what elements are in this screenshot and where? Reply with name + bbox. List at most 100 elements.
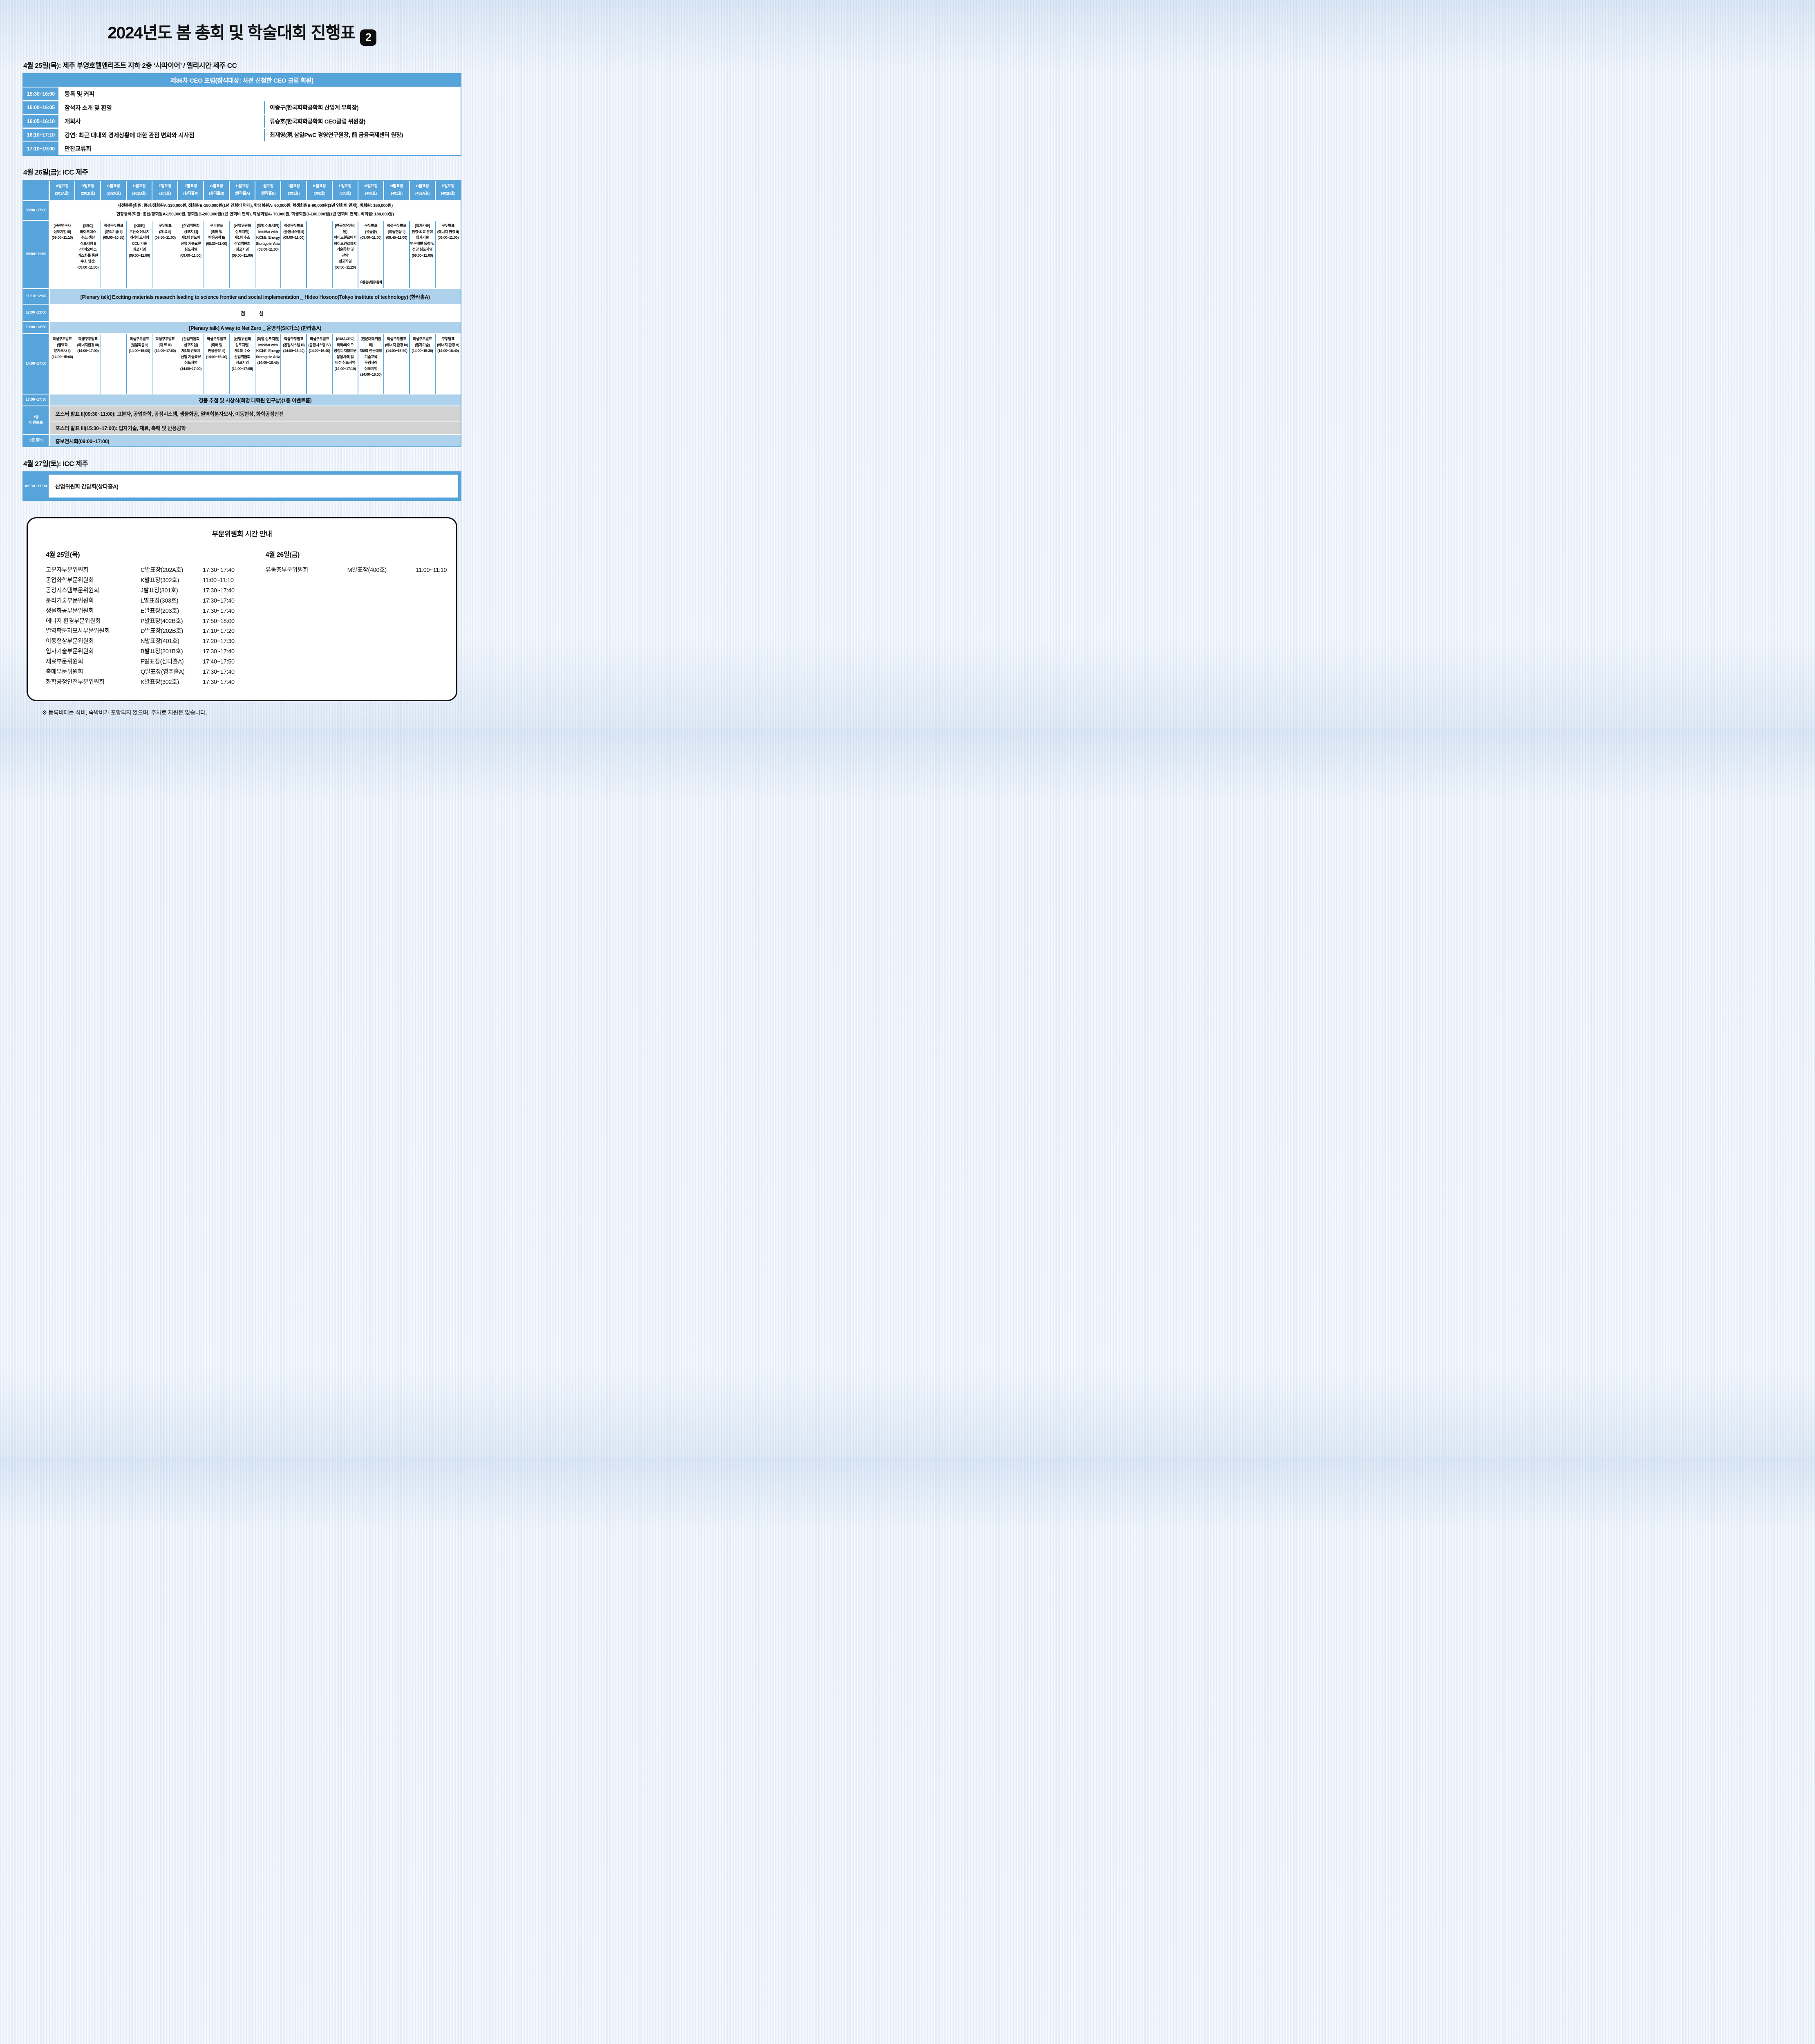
section-heading-april27: 4월 27일(토): ICC 제주 (23, 460, 88, 468)
committee-row: 화학공정안전부문위원회 K발표장(302호) 17:30~17:40 (46, 679, 235, 686)
schedule-table-april26: A발표장 (201A호) B발표장 (201B호) C발표장 (202A호) D발표장… (22, 180, 461, 447)
event-cell: 등록 및 커피 (60, 87, 461, 100)
session-cell: [전문대학위원회] 제8회 전문대학 기술교육 운영사례 심포지엄 (14:00… (358, 334, 384, 394)
hall-header: C발표장 (202A호) (101, 181, 126, 200)
committee-column-heading: 4월 26일(금) (265, 551, 300, 558)
committee-column-april26: 4월 26일(금) 유동층부문위원회 M발표장(400호) 11:00~11:10 (266, 549, 447, 688)
event-cell: 산업위원회 간담회(삼다홀A) (49, 475, 458, 498)
speaker-cell: 이종구(한국화학공학회 산업계 부회장) (264, 101, 461, 114)
ceo-forum-header: 제36차 CEO 포럼(참석대상: 사전 신청한 CEO 클럽 회원) (23, 74, 461, 87)
committee-columns: 4월 25일(목) 고분자부문위원회 C발표장(202A호) 17:30~17:40… (46, 549, 447, 688)
table-row: 17:10~19:00 만찬교류회 (23, 142, 461, 155)
session-cell: 학생구두발표 (재 료 III) (14:00~17:00) (152, 334, 178, 394)
footnote: ※ 등록비에는 식비, 숙박비가 포함되지 않으며, 주차료 지원은 없습니다. (42, 709, 207, 716)
venue-cell: 1층 이벤트홀 (23, 406, 49, 434)
speaker-cell: 류승호(한국화학공학회 CEO클럽 위원장) (264, 115, 461, 128)
poster2-text: 포스터 발표 II(09:30~11:00): 고분자, 공업화학, 공정시스템… (49, 406, 461, 421)
committee-row: 촉매부문위원회 Q발표장(영주홀A) 17:30~17:40 (46, 668, 235, 675)
registration-line1: 사전등록(회원: 종신/정회원A-130,000원, 정회원B-180,000원… (117, 204, 393, 208)
session-cell: [산업위원회 심포지엄] 제1회 반도체 산업 기술교류 심포지엄 (14:00… (178, 334, 204, 394)
session-cell: 학생구두발표 (분리기술 II) (09:00~10:55) (101, 221, 126, 288)
table-row: 16:00~16:05 참석자 소개 및 환영 이종구(한국화학공학회 산업계 … (23, 101, 461, 114)
committee-row: 분리기술부문위원회 L발표장(303호) 17:30~17:40 (46, 597, 235, 604)
table-row: 16:05~16:10 개회사 류승호(한국화학공학회 CEO클럽 위원장) (23, 115, 461, 128)
session-cell: [입자기술] 환경·의료 분야 입자기술 연구개발 동향 및 전망 심포지엄 (… (410, 221, 435, 288)
time-cell: 16:10~17:10 (23, 128, 58, 141)
committee-row: 재료부문위원회 F발표장(삼다홀A) 17:40~17:50 (46, 659, 235, 666)
session-cell: 학생구두발표 (공정시스템 III) (14:00~16:40) (281, 334, 307, 394)
poster2-row: 포스터 발표 II(09:30~11:00): 고분자, 공업화학, 공정시스템… (49, 406, 461, 421)
session-cell: 구두발표 (재 료 II) (08:50~11:00) (152, 221, 178, 288)
time-cell: 13:00~13:50 (23, 322, 49, 333)
session-cell: 학생구두발표 (입자기술) (14:00~15:30) (410, 334, 435, 394)
hall-header: O발표장 (402A호) (410, 181, 435, 200)
morning-session-cells: [신진연구자 심포지엄 III] (09:00~11:10) [ERC] 바이오… (49, 221, 461, 288)
session-cell: [특별 심포지엄] InfoMat with KIChE: Energy Sto… (255, 221, 281, 288)
session-cell-split: 구두발표 (유동층) (09:00~11:00) 유동층부문위원회 (358, 221, 384, 288)
hall-header: E발표장 (203호) (152, 181, 178, 200)
plenary2-text: [Plenary talk] A way to Net Zero _ 윤병석(S… (49, 322, 461, 333)
section-heading-april25: 4월 25일(목): 제주 부영호텔앤리조트 지하 2층 ‘사파이어’ / 엘리… (23, 61, 237, 69)
hall-header: A발표장 (201A호) (49, 181, 75, 200)
time-cell: 09:00~11:00 (23, 221, 49, 288)
session-cell: 구두발표 (에너지 환경 II) (09:00~11:00) (435, 221, 461, 288)
registration-info: 사전등록(회원: 종신/정회원A-130,000원, 정회원B-180,000원… (49, 201, 461, 220)
session-cell: 학생구두발표 (에너지환경 III) (14:00~17:00) (75, 334, 101, 394)
committee-row: 이동현상부문위원회 N발표장(401호) 17:20~17:30 (46, 638, 235, 645)
session-cell: 학생구두발표 (에너지 환경 IV) (14:00~16:50) (384, 334, 410, 394)
committee-row: 에너지 환경부문위원회 P발표장(402B호) 17:50~18:00 (46, 618, 235, 625)
committee-row: 공업화학부문위원회 K발표장(302호) 11:00~11:10 (46, 577, 234, 584)
plenary1-text: [Plenary talk] Exciting materials resear… (49, 289, 461, 304)
hall-header: B발표장 (201B호) (75, 181, 101, 200)
session-cell (101, 334, 126, 394)
time-cell: 09:30~11:00 (25, 484, 47, 489)
page-title: 2024년도 봄 총회 및 학술대회 진행표 2 (22, 19, 461, 46)
hall-header: F발표장 (삼다홀A) (178, 181, 204, 200)
section-heading-april26: 4월 26일(금): ICC 제주 (23, 168, 88, 176)
session-cell: 학생구두발표 (이동현상 II) (08:45~11:00) (384, 221, 410, 288)
table-row: 16:10~17:10 강연: 최근 대내외 경제상황에 대한 관점 변화와 시… (23, 128, 461, 141)
event-hall-rows: 1층 이벤트홀 포스터 발표 II(09:30~11:00): 고분자, 공업화… (23, 406, 461, 434)
time-cell: 14:00~17:00 (23, 334, 49, 394)
session-cell: 구두발표 (촉매 및 반응공학 II) (08:30~11:00) (204, 221, 229, 288)
poster-rows: 포스터 발표 II(09:30~11:00): 고분자, 공업화학, 공정시스템… (49, 406, 461, 434)
afternoon-session-cells: 학생구두발표 (열역학 분자모사 II) (14:00~15:00) 학생구두발… (49, 334, 461, 394)
plenary1-row: 11:10~12:00 [Plenary talk] Exciting mate… (23, 289, 461, 304)
session-cell: 학생구두발표 (공정시스템 IV) (14:00~16:40) (307, 334, 332, 394)
event-cell: 강연: 최근 대내외 경제상황에 대한 관점 변화와 시사점 (60, 128, 264, 141)
session-cell: [한국석유관리원] 바이오원료에서 바이오연료까지 기술동향 및 전망 심포지엄… (332, 221, 358, 288)
hall-header: G발표장 (삼다홀B) (204, 181, 229, 200)
page-number-badge: 2 (360, 29, 376, 46)
hall-headers: A발표장 (201A호) B발표장 (201B호) C발표장 (202A호) D발표장… (49, 181, 461, 200)
session-cell: [KIER] 무탄소 에너지 캐리어로서의 CCU 기술 심포지엄 (09:00… (127, 221, 152, 288)
lobby-row: 3층 로비 홍보전시회(09:00~17:00) (23, 435, 461, 446)
ceo-forum-table: 제36차 CEO 포럼(참석대상: 사전 신청한 CEO 클럽 회원) 15:3… (22, 73, 461, 156)
lunch-row: 12:00~13:00 점 심 (23, 305, 461, 321)
session-cell: 학생구두발표 (촉매 및 반응공학 III) (14:00~16:40) (204, 334, 229, 394)
registration-line2: 현장등록(회원: 종신/정회원A-150,000원, 정회원B-200,000원… (116, 212, 394, 217)
hall-header: K발표장 (302호) (307, 181, 332, 200)
event-cell: 개회사 (60, 115, 264, 128)
hall-header: H발표장 (한라홀A) (230, 181, 255, 200)
committee-row: 공정시스템부문위원회 J발표장(301호) 17:30~17:40 (46, 587, 235, 594)
time-cell: 17:00~17:30 (23, 394, 49, 406)
plenary2-row: 13:00~13:50 [Plenary talk] A way to Net … (23, 322, 461, 333)
session-cell: 학생구두발표 (생물화공 II) (14:00~15:00) (127, 334, 152, 394)
schedule-row-april27: 09:30~11:00 산업위원회 간담회(삼다홀A) (22, 471, 461, 501)
time-cell: 16:05~16:10 (23, 115, 58, 128)
poster-page: 2024년도 봄 총회 및 학술대회 진행표 2 4월 25일(목): 제주 부영… (0, 0, 484, 729)
time-cell: 11:10~12:00 (23, 289, 49, 304)
time-cell: 17:10~19:00 (23, 142, 58, 155)
session-cell: 구두발표 (에너지 환경 V) (14:00~16:40) (435, 334, 461, 394)
lobby-text: 홍보전시회(09:00~17:00) (49, 435, 461, 446)
session-cell: [산업위원회 심포지엄] 제1회 수소 산업위원회 심포지엄 (14:00~17… (230, 334, 255, 394)
hall-header: I발표장 (한라홀B) (255, 181, 281, 200)
committee-panel: 부문위원회 시간 안내 4월 25일(목) 고분자부문위원회 C발표장(202A호… (27, 517, 457, 701)
venue-cell: 3층 로비 (23, 435, 49, 446)
time-cell: 08:00~17:00 (23, 201, 49, 220)
committee-column-april25: 4월 25일(목) 고분자부문위원회 C발표장(202A호) 17:30~17:40… (46, 549, 266, 688)
session-cell (307, 221, 332, 288)
committee-row: 열역학분자모사부문위원회 D발표장(202B호) 17:10~17:20 (46, 628, 235, 635)
session-cell: [특별 심포지엄] InfoMat with KIChE: Energy Sto… (255, 334, 281, 394)
hall-header: D발표장 (202B호) (127, 181, 152, 200)
